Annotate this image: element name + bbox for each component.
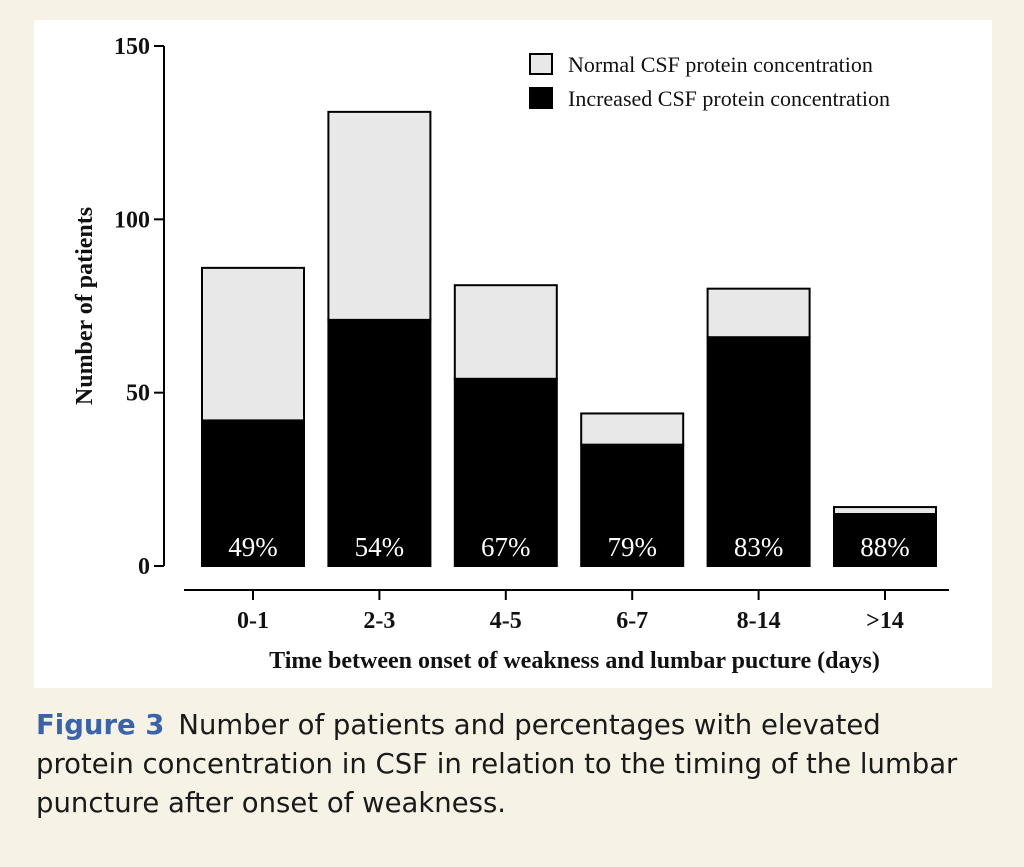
- y-tick-label: 0: [138, 554, 150, 580]
- x-tick-label: >14: [866, 608, 904, 634]
- bar-increased: [327, 318, 432, 567]
- x-tick-label: 8-14: [737, 608, 781, 634]
- x-tick-label: 2-3: [363, 608, 395, 634]
- bar-normal: [580, 412, 685, 446]
- legend-label: Increased CSF protein concentration: [568, 86, 890, 111]
- bar-normal: [833, 506, 937, 516]
- data-label-percentage: 88%: [860, 532, 910, 562]
- legend-label: Normal CSF protein concentration: [568, 52, 873, 77]
- y-tick-label: 100: [114, 207, 150, 233]
- x-tick-label: 6-7: [616, 608, 648, 634]
- chart-panel: 0 50 100 150 Number of patients 0-1 2-3 4-5 6-7 8…: [34, 20, 992, 688]
- data-label-percentage: 54%: [355, 532, 405, 562]
- x-tick-label: 4-5: [490, 608, 522, 634]
- bar-increased: [201, 419, 305, 567]
- stacked-bar-chart: 0 50 100 150 Number of patients 0-1 2-3 4-5 6-7 8…: [72, 34, 949, 674]
- y-tick-label: 150: [114, 34, 150, 60]
- x-tick-label: 0-1: [237, 608, 269, 634]
- data-label-percentage: 79%: [607, 532, 657, 562]
- figure-caption: Figure 3 Number of patients and percentag…: [36, 706, 986, 823]
- x-axis-title: Time between onset of weakness and lumba…: [269, 648, 880, 674]
- bar-normal: [327, 110, 432, 321]
- data-label-percentage: 49%: [228, 532, 278, 562]
- bar-normal: [706, 287, 811, 339]
- data-label-percentage: 83%: [734, 532, 784, 562]
- figure-label: Figure 3: [36, 709, 165, 741]
- data-label-percentage: 67%: [481, 532, 531, 562]
- bar-normal: [201, 266, 305, 422]
- bar-normal: [453, 284, 558, 380]
- legend-swatch: [529, 87, 553, 109]
- legend-swatch: [529, 53, 553, 75]
- y-axis-title: Number of patients: [72, 207, 98, 405]
- bar-increased: [833, 513, 937, 567]
- figure-caption-text: Number of patients and percentages with …: [36, 709, 958, 819]
- y-tick-label: 50: [126, 381, 150, 407]
